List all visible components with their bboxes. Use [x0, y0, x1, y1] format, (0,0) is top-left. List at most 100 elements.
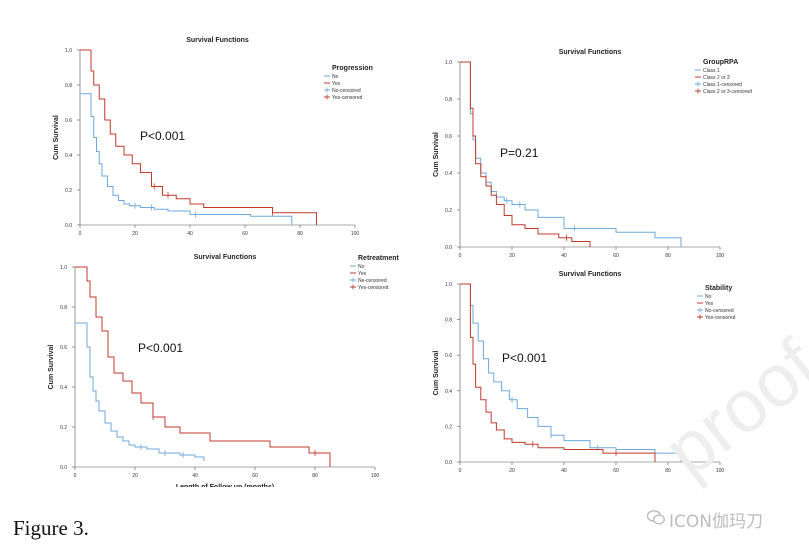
km-chart-retreatment: Survival Functions 0.0 0.2 0.4 0.6 0.8 1.0 0 20 4… — [40, 242, 420, 487]
x-tick-label: 100 — [716, 468, 725, 474]
y-tick-label: 0.6 — [65, 118, 72, 124]
wechat-icon — [646, 509, 666, 530]
legend-entry: Yes — [358, 271, 367, 277]
legend-entry: Class 1 — [703, 68, 720, 74]
x-tick-label: 40 — [187, 231, 193, 237]
legend-entry: No — [332, 74, 339, 80]
x-tick-label: 0 — [459, 468, 462, 474]
y-tick-label: 0.8 — [60, 305, 67, 311]
legend-entry: Ne-censored — [358, 278, 387, 284]
x-tick-label: 20 — [132, 473, 138, 479]
survival-curve — [75, 322, 205, 461]
y-tick-label: 1.0 — [60, 265, 67, 271]
km-chart-progression: Survival Functions 0.0 0.2 0.4 0.6 0.8 1.0 0 20 4… — [40, 30, 400, 240]
survival-curve — [80, 49, 317, 225]
survival-curve — [460, 283, 682, 462]
x-tick-label: 20 — [509, 468, 515, 474]
survival-curve — [460, 61, 591, 247]
chart-title: Survival Functions — [559, 49, 622, 56]
x-tick-label: 0 — [74, 473, 77, 479]
y-tick-label: 0.4 — [60, 385, 67, 391]
legend-entry: Yes — [705, 301, 714, 307]
x-axis-label: Length of Follow up (months) — [176, 484, 274, 487]
p-value-annotation: P<0.001 — [140, 129, 185, 143]
y-axis-label: Cum Survival — [48, 345, 55, 390]
x-tick-label: 80 — [312, 473, 318, 479]
x-tick-label: 20 — [509, 253, 515, 257]
x-tick-label: 60 — [613, 468, 619, 474]
legend-entry: No — [705, 294, 712, 300]
y-tick-label: 0.2 — [60, 425, 67, 431]
chart-svg-stability: Survival Functions 0.0 0.2 0.4 0.6 0.8 1.0 0 20 4… — [433, 271, 736, 474]
x-tick-label: 80 — [297, 231, 303, 237]
chart-title: Survival Functions — [186, 37, 249, 44]
legend-entry: Yes-censored — [705, 315, 736, 321]
legend-title: Progression — [332, 65, 373, 72]
watermark-logo: ICON伽玛刀 — [646, 507, 763, 532]
chart-svg-progression: Survival Functions 0.0 0.2 0.4 0.6 0.8 1.0 0 20 4… — [53, 37, 373, 237]
legend-entry: No-censored — [332, 88, 361, 94]
x-tick-label: 20 — [132, 231, 138, 237]
y-tick-label: 0.0 — [445, 245, 452, 251]
legend-entry: Yes-censored — [358, 285, 389, 291]
y-axis-label: Cum Survival — [433, 132, 440, 177]
chart-title: Survival Functions — [194, 254, 257, 261]
y-tick-label: 0.4 — [65, 153, 72, 159]
y-tick-label: 0.4 — [445, 171, 452, 177]
y-tick-label: 1.0 — [65, 48, 72, 54]
figure-caption: Figure 3. — [13, 516, 89, 540]
x-tick-label: 60 — [252, 473, 258, 479]
x-tick-label: 0 — [79, 231, 82, 237]
survival-curve — [75, 266, 331, 467]
legend-title: Stability — [705, 285, 732, 292]
y-tick-label: 0.8 — [65, 83, 72, 89]
x-tick-label: 80 — [665, 468, 671, 474]
p-value-annotation: P=0.21 — [500, 146, 539, 160]
y-tick-label: 0.8 — [445, 318, 452, 324]
y-tick-label: 0.0 — [65, 223, 72, 229]
x-tick-label: 100 — [371, 473, 380, 479]
x-tick-label: 100 — [716, 253, 725, 257]
legend-entry: Class 2 or 3 — [703, 75, 730, 81]
y-tick-label: 0.2 — [445, 424, 452, 430]
x-tick-label: 60 — [242, 231, 248, 237]
x-tick-label: 40 — [561, 468, 567, 474]
y-tick-label: 0.2 — [445, 208, 452, 214]
legend-entry: Yes — [332, 81, 341, 87]
legend-title: GroupRPA — [703, 59, 738, 66]
survival-curve — [460, 61, 682, 247]
y-axis-label: Cum Survival — [53, 115, 60, 160]
y-tick-label: 1.0 — [445, 282, 452, 288]
y-tick-label: 0.6 — [445, 134, 452, 140]
x-tick-label: 80 — [665, 253, 671, 257]
x-tick-label: 60 — [613, 253, 619, 257]
x-tick-label: 100 — [351, 231, 360, 237]
p-value-annotation: P<0.001 — [138, 341, 183, 355]
y-tick-label: 0.2 — [65, 188, 72, 194]
survival-curve — [460, 283, 656, 462]
legend-entry: Class 1-censored — [703, 82, 742, 88]
y-tick-label: 0.8 — [445, 97, 452, 103]
km-chart-stability: Survival Functions 0.0 0.2 0.4 0.6 0.8 1.0 0 20 4… — [420, 262, 800, 477]
x-tick-label: 40 — [192, 473, 198, 479]
chart-title: Survival Functions — [559, 271, 622, 278]
y-tick-label: 0.6 — [60, 345, 67, 351]
legend-entry: No — [358, 264, 365, 270]
legend-entry: Yes-censored — [332, 95, 363, 101]
legend-entry: No-censored — [705, 308, 734, 314]
y-tick-label: 0.4 — [445, 389, 452, 395]
p-value-annotation: P<0.001 — [502, 351, 547, 365]
x-tick-label: 0 — [459, 253, 462, 257]
legend-title: Retreatment — [358, 255, 400, 262]
y-tick-label: 0.0 — [60, 465, 67, 471]
chart-svg-grouprpa: Survival Functions 0.0 0.2 0.4 0.6 0.8 1.0 0 20 4… — [433, 49, 752, 257]
y-tick-label: 0.6 — [445, 353, 452, 359]
y-tick-label: 1.0 — [445, 60, 452, 66]
x-tick-label: 40 — [561, 253, 567, 257]
y-tick-label: 0.0 — [445, 460, 452, 466]
km-chart-grouprpa: Survival Functions 0.0 0.2 0.4 0.6 0.8 1.0 0 20 4… — [420, 42, 800, 257]
legend-entry: Class 2 or 3-censored — [703, 89, 752, 95]
survival-curve — [80, 93, 293, 225]
watermark-logo-text: ICON伽玛刀 — [669, 512, 763, 532]
y-axis-label: Cum Survival — [433, 351, 440, 396]
